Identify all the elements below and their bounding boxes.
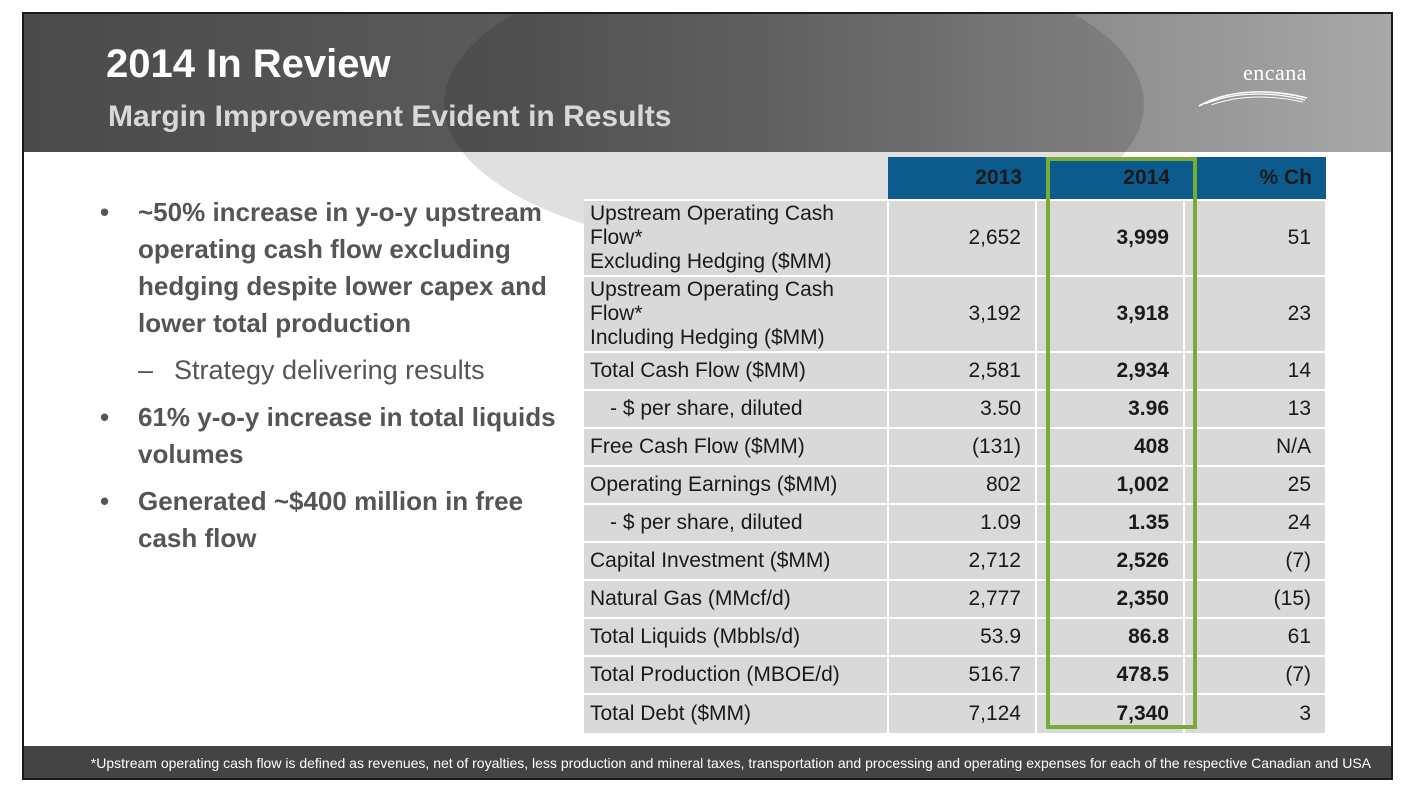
cell-2014: 408 (1036, 428, 1185, 467)
cell-2013: 2,652 (888, 199, 1037, 277)
row-label-line1: Upstream Operating Cash Flow* (590, 202, 834, 249)
bullet-item: • 61% y-o-y increase in total liquids vo… (100, 399, 570, 473)
row-label-line2: Excluding Hedging ($MM) (590, 250, 832, 273)
cell-2014: 3,999 (1036, 199, 1185, 277)
footnote: *Upstream operating cash flow is defined… (24, 746, 1391, 778)
sub-bullet-item: – Strategy delivering results (100, 352, 570, 389)
row-label: - $ per share, diluted (584, 390, 889, 429)
row-label: Total Cash Flow ($MM) (584, 352, 889, 391)
cell-2014: 1,002 (1036, 466, 1185, 505)
results-table: 2013 2014 % Ch Upstream Operating Cash F… (584, 157, 1327, 735)
cell-2014: 478.5 (1036, 656, 1185, 695)
bullet-item: • Generated ~$400 million in free cash f… (100, 483, 570, 557)
cell-pct-change: (7) (1184, 656, 1327, 695)
row-label: Upstream Operating Cash Flow* Excluding … (584, 199, 889, 277)
table-row: Total Liquids (Mbbls/d) 53.9 86.8 61 (584, 618, 1327, 657)
bullet-marker: • (100, 197, 110, 227)
table-row: Capital Investment ($MM) 2,712 2,526 (7) (584, 542, 1327, 581)
cell-2014: 2,934 (1036, 352, 1185, 391)
row-label: Upstream Operating Cash Flow* Including … (584, 276, 889, 353)
page-subtitle: Margin Improvement Evident in Results (108, 100, 672, 133)
row-label-indented: - $ per share, diluted (610, 397, 803, 420)
cell-2014: 1.35 (1036, 504, 1185, 543)
slide-header: 2014 In Review Margin Improvement Eviden… (24, 14, 1391, 254)
table-row: Total Production (MBOE/d) 516.7 478.5 (7… (584, 656, 1327, 695)
cell-2013: 53.9 (888, 618, 1037, 657)
cell-pct-change: (15) (1184, 580, 1327, 619)
logo-text: encana (1242, 60, 1307, 85)
bullet-item: • ~50% increase in y-o-y upstream operat… (100, 194, 570, 342)
bullet-text: ~50% increase in y-o-y upstream operatin… (138, 197, 547, 338)
row-label: Total Production (MBOE/d) (584, 656, 889, 695)
row-label: Free Cash Flow ($MM) (584, 428, 889, 467)
sub-bullet-marker: – (138, 355, 154, 385)
slide: 2014 In Review Margin Improvement Eviden… (22, 12, 1393, 780)
bullet-text: 61% y-o-y increase in total liquids volu… (138, 402, 556, 469)
cell-pct-change: 61 (1184, 618, 1327, 657)
row-label: Natural Gas (MMcf/d) (584, 580, 889, 619)
cell-2014: 7,340 (1036, 694, 1185, 735)
cell-pct-change: 14 (1184, 352, 1327, 391)
row-label-indented: - $ per share, diluted (610, 511, 803, 534)
cell-pct-change: (7) (1184, 542, 1327, 581)
row-label: Capital Investment ($MM) (584, 542, 889, 581)
table-row: Total Debt ($MM) 7,124 7,340 3 (584, 694, 1327, 735)
cell-2014: 2,526 (1036, 542, 1185, 581)
cell-pct-change: 51 (1184, 199, 1327, 277)
cell-2013: 3.50 (888, 390, 1037, 429)
table-header-row: 2013 2014 % Ch (584, 157, 1326, 201)
cell-2014: 3,918 (1036, 276, 1185, 353)
cell-2013: 2,581 (888, 352, 1037, 391)
logo-swoosh-icon (1198, 91, 1308, 107)
cell-pct-change: 13 (1184, 390, 1327, 429)
cell-2013: 2,712 (888, 542, 1037, 581)
row-label: Total Liquids (Mbbls/d) (584, 618, 889, 657)
row-label: Operating Earnings ($MM) (584, 466, 889, 505)
cell-2013: 7,124 (888, 694, 1037, 735)
sub-bullet-text: Strategy delivering results (174, 355, 485, 385)
cell-pct-change: N/A (1184, 428, 1327, 467)
cell-pct-change: 24 (1184, 504, 1327, 543)
cell-2013: 2,777 (888, 580, 1037, 619)
table-row: Total Cash Flow ($MM) 2,581 2,934 14 (584, 352, 1327, 391)
header-blank-cell (584, 157, 888, 201)
cell-pct-change: 23 (1184, 276, 1327, 353)
table-row: Upstream Operating Cash Flow* Excluding … (584, 199, 1327, 277)
page-title: 2014 In Review (106, 42, 391, 86)
cell-2014: 2,350 (1036, 580, 1185, 619)
cell-2013: 3,192 (888, 276, 1037, 353)
header-2014: 2014 (1036, 157, 1184, 201)
cell-2014: 86.8 (1036, 618, 1185, 657)
row-label-line2: Including Hedging ($MM) (590, 326, 825, 349)
bullet-marker: • (100, 402, 110, 432)
header-2013: 2013 (888, 157, 1036, 201)
cell-2014: 3.96 (1036, 390, 1185, 429)
encana-logo: encana (1197, 60, 1308, 110)
cell-2013: 802 (888, 466, 1037, 505)
cell-2013: 1.09 (888, 504, 1037, 543)
header-pct-change: % Ch (1184, 157, 1326, 201)
table-row: Operating Earnings ($MM) 802 1,002 25 (584, 466, 1327, 505)
cell-2013: 516.7 (888, 656, 1037, 695)
table-row: - $ per share, diluted 3.50 3.96 13 (584, 390, 1327, 429)
row-label-line1: Upstream Operating Cash Flow* (590, 278, 834, 325)
bullet-text: Generated ~$400 million in free cash flo… (138, 486, 524, 553)
table-row: Upstream Operating Cash Flow* Including … (584, 276, 1327, 353)
row-label: - $ per share, diluted (584, 504, 889, 543)
bullet-list: • ~50% increase in y-o-y upstream operat… (100, 194, 570, 567)
row-label: Total Debt ($MM) (584, 694, 889, 735)
cell-pct-change: 25 (1184, 466, 1327, 505)
table-row: - $ per share, diluted 1.09 1.35 24 (584, 504, 1327, 543)
bullet-marker: • (100, 486, 110, 516)
table-row: Natural Gas (MMcf/d) 2,777 2,350 (15) (584, 580, 1327, 619)
table-row: Free Cash Flow ($MM) (131) 408 N/A (584, 428, 1327, 467)
cell-pct-change: 3 (1184, 694, 1327, 735)
cell-2013: (131) (888, 428, 1037, 467)
